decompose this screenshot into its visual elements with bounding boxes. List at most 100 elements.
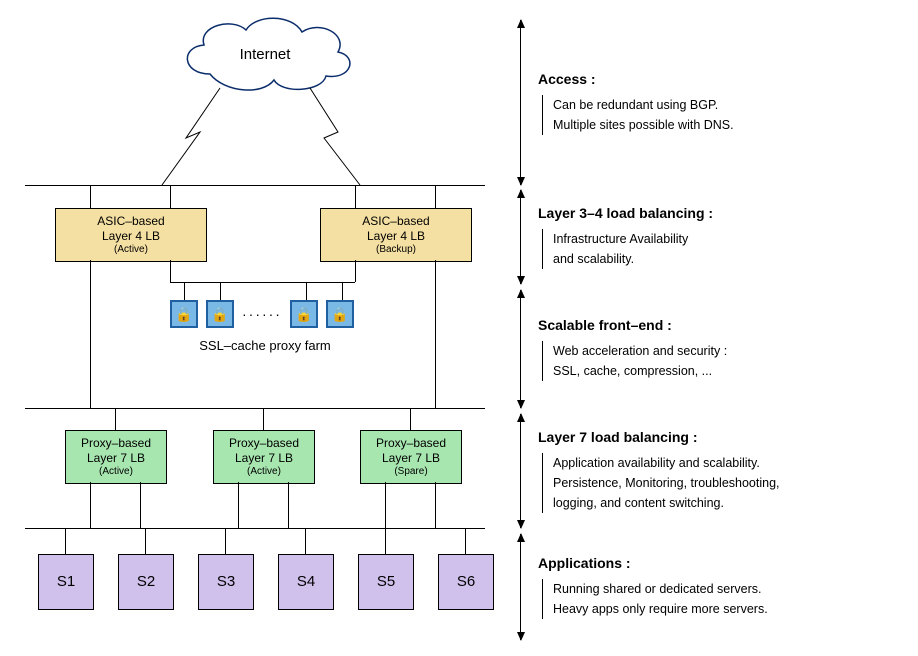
- stub: [435, 482, 436, 528]
- ellipsis: ······: [242, 306, 282, 322]
- section-line: Application availability and scalability…: [553, 453, 908, 473]
- server-label: S2: [137, 573, 155, 592]
- l7-sub: Layer 7 LB: [87, 451, 145, 466]
- l4-state: (Backup): [376, 244, 416, 257]
- lock-icon: 🔒: [331, 306, 348, 323]
- stub: [238, 482, 239, 528]
- architecture-diagram: Internet ASIC–based Layer 4 LB (Active) …: [10, 10, 500, 646]
- section-line: Infrastructure Availability: [553, 229, 908, 249]
- rail-1: [25, 185, 485, 186]
- section-range-arrow: [520, 414, 521, 528]
- section-line: Can be redundant using BGP.: [553, 95, 908, 115]
- annotation-section: Layer 3–4 load balancing : Infrastructure…: [538, 205, 908, 269]
- stub: [65, 528, 66, 554]
- section-line: Multiple sites possible with DNS.: [553, 115, 908, 135]
- stub: [225, 528, 226, 554]
- stub: [170, 185, 171, 208]
- lock-icon: 🔒: [175, 306, 192, 323]
- stub: [90, 185, 91, 208]
- stub: [145, 528, 146, 554]
- stub: [90, 260, 91, 408]
- l7-sub: Layer 7 LB: [235, 451, 293, 466]
- layer7-box-3: Proxy–based Layer 7 LB (Spare): [360, 430, 462, 484]
- server-label: S6: [457, 573, 475, 592]
- server-s2: S2: [118, 554, 174, 610]
- section-line: Persistence, Monitoring, troubleshooting…: [553, 473, 908, 493]
- l7-state: (Spare): [394, 466, 427, 479]
- section-body: Can be redundant using BGP.Multiple site…: [542, 95, 908, 135]
- l7-state: (Active): [99, 466, 133, 479]
- annotations-sidebar: Access : Can be redundant using BGP.Multi…: [500, 10, 908, 646]
- ssl-node: 🔒: [326, 300, 354, 328]
- server-label: S4: [297, 573, 315, 592]
- layer7-box-1: Proxy–based Layer 7 LB (Active): [65, 430, 167, 484]
- stub: [115, 408, 116, 430]
- section-line: logging, and content switching.: [553, 493, 908, 513]
- ssl-node: 🔒: [290, 300, 318, 328]
- l4-sub: Layer 4 LB: [102, 229, 160, 244]
- annotation-section: Access : Can be redundant using BGP.Multi…: [538, 71, 908, 135]
- l7-state: (Active): [247, 466, 281, 479]
- server-label: S5: [377, 573, 395, 592]
- stub: [90, 482, 91, 528]
- inner-rail: [170, 282, 355, 283]
- stub: [220, 282, 221, 300]
- l7-title: Proxy–based: [229, 436, 299, 451]
- section-range-arrow: [520, 20, 521, 185]
- layer4-box-backup: ASIC–based Layer 4 LB (Backup): [320, 208, 472, 262]
- l4-state: (Active): [114, 244, 148, 257]
- stub: [170, 260, 171, 282]
- section-body: Application availability and scalability…: [542, 453, 908, 513]
- server-label: S3: [217, 573, 235, 592]
- section-range-arrow: [520, 190, 521, 284]
- section-line: Running shared or dedicated servers.: [553, 579, 908, 599]
- stub: [385, 482, 386, 528]
- rail-2: [25, 408, 485, 409]
- section-line: Heavy apps only require more servers.: [553, 599, 908, 619]
- stub: [184, 282, 185, 300]
- ssl-node: 🔒: [206, 300, 234, 328]
- server-s5: S5: [358, 554, 414, 610]
- server-s3: S3: [198, 554, 254, 610]
- stub: [342, 282, 343, 300]
- section-title: Applications :: [538, 555, 908, 571]
- cloud-connectors: [10, 10, 500, 190]
- server-label: S1: [57, 573, 75, 592]
- server-s6: S6: [438, 554, 494, 610]
- lock-icon: 🔒: [295, 306, 312, 323]
- stub: [305, 528, 306, 554]
- stub: [140, 482, 141, 528]
- annotation-section: Layer 7 load balancing : Application avai…: [538, 429, 908, 513]
- stub: [288, 482, 289, 528]
- l4-sub: Layer 4 LB: [367, 229, 425, 244]
- annotation-section: Scalable front–end : Web acceleration and…: [538, 317, 908, 381]
- section-range-arrow: [520, 290, 521, 408]
- section-title: Layer 3–4 load balancing :: [538, 205, 908, 221]
- l7-sub: Layer 7 LB: [382, 451, 440, 466]
- section-body: Infrastructure Availabilityand scalabili…: [542, 229, 908, 269]
- section-title: Scalable front–end :: [538, 317, 908, 333]
- section-line: SSL, cache, compression, ...: [553, 361, 908, 381]
- stub: [263, 408, 264, 430]
- server-s1: S1: [38, 554, 94, 610]
- stub: [465, 528, 466, 554]
- ssl-node: 🔒: [170, 300, 198, 328]
- stub: [435, 260, 436, 408]
- ssl-farm-row: 🔒 🔒 ······ 🔒 🔒: [170, 300, 354, 328]
- lock-icon: 🔒: [211, 306, 228, 323]
- section-line: and scalability.: [553, 249, 908, 269]
- layer7-box-2: Proxy–based Layer 7 LB (Active): [213, 430, 315, 484]
- section-title: Access :: [538, 71, 908, 87]
- section-range-arrow: [520, 534, 521, 640]
- section-title: Layer 7 load balancing :: [538, 429, 908, 445]
- stub: [355, 260, 356, 282]
- layer4-box-active: ASIC–based Layer 4 LB (Active): [55, 208, 207, 262]
- ssl-farm-label: SSL–cache proxy farm: [160, 338, 370, 353]
- l7-title: Proxy–based: [81, 436, 151, 451]
- l7-title: Proxy–based: [376, 436, 446, 451]
- stub: [410, 408, 411, 430]
- annotation-section: Applications : Running shared or dedicate…: [538, 555, 908, 619]
- section-line: Web acceleration and security :: [553, 341, 908, 361]
- rail-3: [25, 528, 485, 529]
- stub: [435, 185, 436, 208]
